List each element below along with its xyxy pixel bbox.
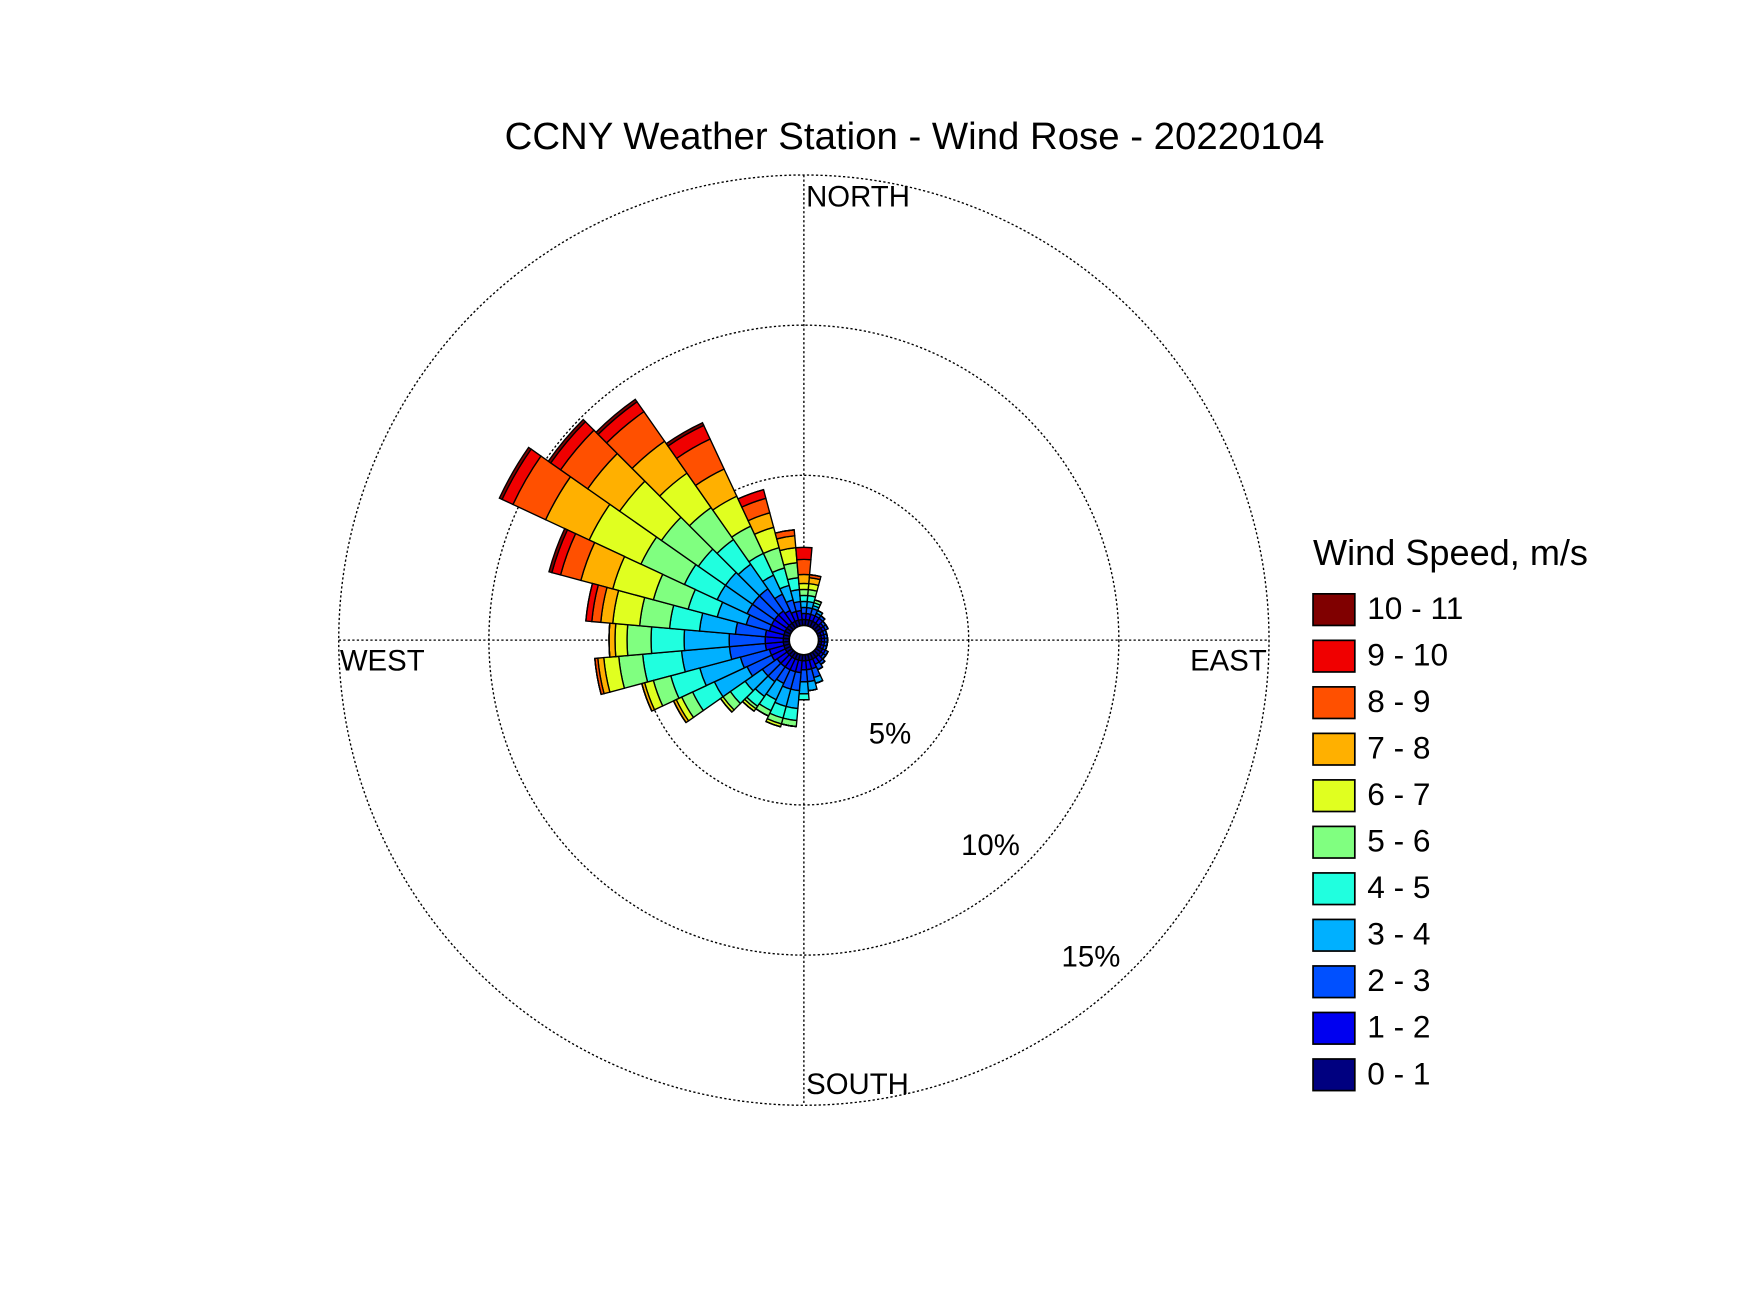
legend-title: Wind Speed, m/s	[1313, 532, 1588, 573]
center-hole	[788, 624, 820, 656]
wind-bar	[742, 700, 755, 712]
wind-bar	[719, 698, 733, 713]
legend-swatch	[1312, 872, 1356, 906]
legend-label: 2 - 3	[1367, 962, 1430, 998]
direction-label: EAST	[1190, 644, 1267, 677]
legend: 0 - 1 1 - 2 2 - 3 3 - 4 4 - 5 5 - 6 6 - 7 7 - 8…	[1312, 590, 1463, 1092]
grid-ring	[638, 474, 970, 806]
wind-bar	[825, 651, 829, 656]
wind-bar	[822, 655, 827, 660]
r-tick-label: 5%	[869, 718, 911, 751]
labels: 5% 10% 15% NORTH EAST SOUTH WEST	[340, 180, 1267, 1100]
bars	[498, 398, 829, 728]
grid-ring	[488, 324, 1120, 956]
wind-bar	[826, 642, 829, 647]
legend-swatch	[1312, 639, 1356, 673]
wind-bar	[809, 573, 822, 578]
chart-title: CCNY Weather Station - Wind Rose - 20220…	[505, 115, 1325, 158]
wind-bar	[799, 594, 809, 603]
direction-label: WEST	[340, 644, 425, 677]
wind-bar	[808, 688, 818, 692]
wind-bar	[547, 418, 587, 464]
legend-swatch	[1312, 592, 1356, 627]
grid-ring	[338, 174, 1270, 1106]
wind-bar	[775, 529, 795, 534]
wind-bar	[795, 546, 813, 561]
wind-bar	[797, 692, 810, 701]
wind-bar	[817, 609, 824, 614]
legend-swatch	[1312, 825, 1356, 859]
wind-bar	[798, 680, 810, 695]
legend-label: 7 - 8	[1367, 730, 1430, 766]
legend-swatch	[1312, 732, 1356, 766]
r-tick-label: 15%	[1062, 941, 1121, 974]
legend-label: 3 - 4	[1367, 916, 1430, 952]
legend-label: 0 - 1	[1367, 1055, 1430, 1091]
wind-bar	[825, 624, 829, 630]
wind-bar	[626, 623, 653, 657]
legend-swatch	[1312, 686, 1356, 720]
wind-bar	[798, 588, 810, 597]
wind-bar	[498, 446, 533, 501]
wind-bar	[665, 421, 705, 448]
legend-swatch	[1312, 779, 1356, 813]
wind-bar	[796, 558, 812, 576]
legend-label: 5 - 6	[1367, 823, 1430, 859]
r-tick-label: 10%	[961, 829, 1020, 862]
direction-label: NORTH	[806, 180, 910, 213]
wind-bar	[548, 527, 569, 574]
legend-swatch	[1312, 1058, 1356, 1092]
wind-bar	[650, 626, 686, 655]
wind-bar	[820, 615, 826, 620]
legend-label: 4 - 5	[1367, 869, 1430, 905]
legend-swatch	[1312, 1011, 1356, 1045]
legend-swatch	[1312, 965, 1356, 999]
legend-label: 10 - 11	[1367, 590, 1463, 626]
legend-label: 1 - 2	[1367, 1009, 1430, 1045]
wind-bar	[826, 633, 829, 639]
direction-label: SOUTH	[806, 1068, 909, 1101]
wind-bar	[595, 398, 638, 436]
wind-bar	[798, 582, 810, 591]
wind-bar	[614, 622, 629, 658]
wind-bar	[608, 623, 611, 658]
wind-bar	[672, 700, 687, 724]
legend-label: 9 - 10	[1367, 637, 1448, 673]
wind-bar	[755, 708, 769, 717]
wind-bar	[797, 573, 811, 585]
legend-label: 8 - 9	[1367, 683, 1430, 719]
legend-swatch	[1312, 918, 1356, 952]
legend-label: 6 - 7	[1367, 776, 1430, 812]
